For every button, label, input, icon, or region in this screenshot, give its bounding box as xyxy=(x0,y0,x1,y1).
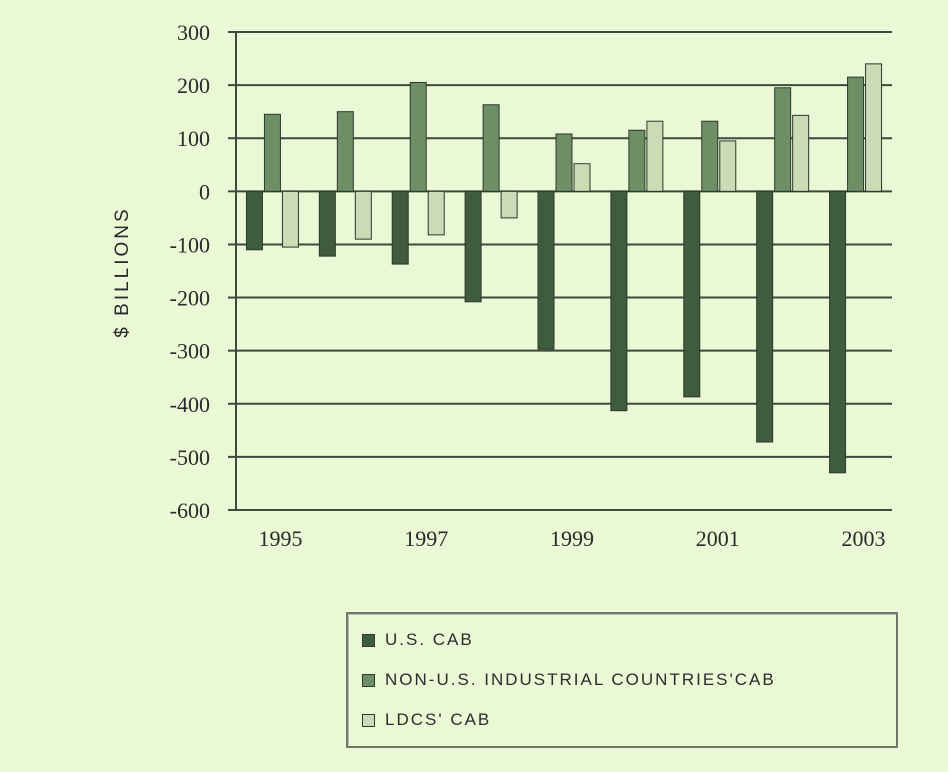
legend-item-ldcs-cab: LDCS' CAB xyxy=(362,710,491,730)
y-tick-label: 0 xyxy=(199,179,210,204)
bar-1997-0 xyxy=(391,190,409,265)
bar-2001-0 xyxy=(683,190,701,398)
y-tick-label: -200 xyxy=(170,286,210,311)
bar-2002-2 xyxy=(792,114,810,192)
legend-swatch-us-cab xyxy=(362,633,375,647)
legend-label-us-cab: U.S. CAB xyxy=(385,630,474,649)
bar-2000-0 xyxy=(610,190,628,412)
y-axis-title: $ BILLIONS xyxy=(112,206,133,337)
y-tick-label: -400 xyxy=(170,392,210,417)
bar-1996-2 xyxy=(354,190,372,240)
bar-1996-0 xyxy=(318,190,336,257)
bar-2002-0 xyxy=(756,190,774,443)
x-tick-label: 2001 xyxy=(696,526,740,551)
bar-2001-2 xyxy=(719,140,737,192)
bar-2003-1 xyxy=(847,76,865,192)
legend-swatch-non-us-cab xyxy=(362,673,375,687)
legend-label-ldcs-cab: LDCS' CAB xyxy=(385,710,492,729)
y-tick-label: -500 xyxy=(170,445,210,470)
legend: U.S. CAB NON-U.S. INDUSTRIAL COUNTRIES'C… xyxy=(346,612,898,748)
bar-2003-2 xyxy=(865,63,883,192)
bar-1995-0 xyxy=(245,190,263,251)
bar-1999-1 xyxy=(555,133,573,192)
bar-2000-2 xyxy=(646,120,664,192)
legend-item-non-us-cab: NON-U.S. INDUSTRIAL COUNTRIES'CAB xyxy=(362,670,776,690)
legend-label-non-us-cab: NON-U.S. INDUSTRIAL COUNTRIES'CAB xyxy=(385,670,776,689)
x-tick-label: 1997 xyxy=(404,526,448,551)
bar-1998-2 xyxy=(500,190,518,219)
bar-1997-2 xyxy=(427,190,445,236)
legend-swatch-ldcs-cab xyxy=(362,713,375,727)
bar-1995-2 xyxy=(281,190,299,248)
bar-2003-0 xyxy=(829,190,847,474)
bar-2001-1 xyxy=(701,120,719,192)
y-tick-label: 100 xyxy=(177,126,210,151)
y-tick-label: 300 xyxy=(177,20,210,45)
y-tick-label: -300 xyxy=(170,339,210,364)
y-tick-label: 200 xyxy=(177,73,210,98)
bar-1997-1 xyxy=(409,81,427,192)
bar-1998-1 xyxy=(482,104,500,192)
y-tick-label: -600 xyxy=(170,498,210,523)
bar-2002-1 xyxy=(774,87,792,192)
bar-1999-0 xyxy=(537,190,555,350)
x-tick-label: 1995 xyxy=(258,526,302,551)
x-tick-label: 1999 xyxy=(550,526,594,551)
legend-item-us-cab: U.S. CAB xyxy=(362,630,474,650)
y-tick-label: -100 xyxy=(170,232,210,257)
bar-1999-2 xyxy=(573,163,591,192)
bar-1995-1 xyxy=(263,113,281,192)
bar-2000-1 xyxy=(628,129,646,192)
x-tick-label: 2003 xyxy=(842,526,886,551)
bar-1998-0 xyxy=(464,190,482,303)
bar-1996-1 xyxy=(336,111,354,192)
